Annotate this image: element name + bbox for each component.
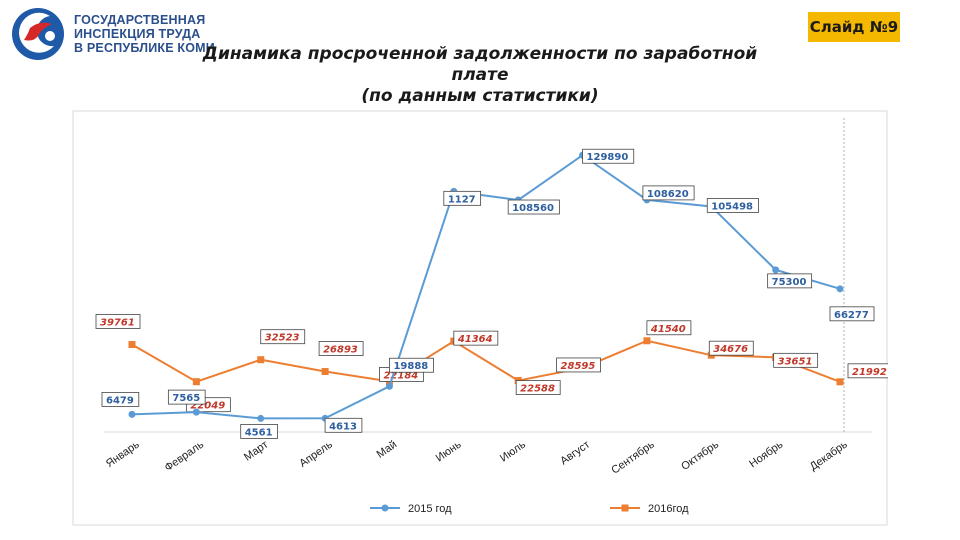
data-label: 41540 xyxy=(650,324,686,335)
page-title: Динамика просроченной задолженности по з… xyxy=(100,44,860,107)
data-label-box xyxy=(507,199,560,215)
data-label-box xyxy=(95,314,141,329)
point-2015 xyxy=(257,414,265,422)
data-label-box xyxy=(582,148,635,164)
point-2016 xyxy=(643,337,651,345)
data-label: 66277 xyxy=(834,310,869,321)
data-label-box xyxy=(260,329,306,345)
data-label: 21992 xyxy=(852,367,887,378)
data-label-box xyxy=(324,417,363,433)
data-label-box xyxy=(829,306,875,322)
title-line-1: Динамика просроченной задолженности по з… xyxy=(202,44,758,64)
point-2016 xyxy=(192,378,200,386)
legend-label-2015: 2015 год xyxy=(408,503,452,515)
point-2015 xyxy=(192,408,200,416)
data-label-box xyxy=(167,389,206,405)
data-label: 108560 xyxy=(512,203,554,214)
series-line-2015 xyxy=(131,154,841,420)
data-label-box xyxy=(773,352,819,368)
point-2016 xyxy=(128,341,136,349)
data-label: 34676 xyxy=(713,344,748,355)
data-label-box xyxy=(847,363,888,379)
title-line-2: плате xyxy=(451,65,509,85)
data-label-box xyxy=(556,357,601,373)
data-label: 39761 xyxy=(100,318,135,329)
data-label-box xyxy=(642,185,695,201)
data-label-box xyxy=(646,320,692,336)
point-2015 xyxy=(836,285,844,293)
data-label: 108620 xyxy=(647,189,689,200)
logo-line-1: ГОСУДАРСТВЕННАЯ xyxy=(74,13,206,27)
data-label: 75300 xyxy=(772,277,807,288)
data-label-box xyxy=(706,198,759,213)
data-label: 32523 xyxy=(265,333,300,344)
data-label-box xyxy=(389,357,434,373)
data-label-box xyxy=(318,341,364,356)
data-label: 33651 xyxy=(778,356,813,367)
inspection-logo-icon xyxy=(12,8,64,60)
data-label: 28595 xyxy=(561,361,596,372)
data-label: 26893 xyxy=(323,345,358,356)
point-2016 xyxy=(321,368,329,376)
data-label-box xyxy=(240,424,278,439)
data-label-box xyxy=(515,380,561,395)
point-2016 xyxy=(257,356,265,364)
data-label: 4613 xyxy=(329,421,357,432)
data-label: 4561 xyxy=(245,427,273,438)
data-label: 7565 xyxy=(172,393,200,404)
logo-text: ГОСУДАРСТВЕННАЯ ИНСПЕКЦИЯ ТРУДА В РЕСПУБ… xyxy=(74,13,215,55)
point-2015 xyxy=(385,382,393,390)
logo: ГОСУДАРСТВЕННАЯ ИНСПЕКЦИЯ ТРУДА В РЕСПУБ… xyxy=(10,6,215,62)
legend-label-2016: 2016год xyxy=(648,503,689,515)
data-label: 105498 xyxy=(711,201,753,212)
data-label: 6479 xyxy=(106,395,134,406)
data-label: 1127 xyxy=(448,194,476,205)
legend-marker-2015 xyxy=(381,504,389,512)
chart-frame xyxy=(72,110,888,526)
data-label: 19888 xyxy=(393,361,428,372)
logo-line-3: В РЕСПУБЛИКЕ КОМИ xyxy=(74,41,215,55)
data-label: 41364 xyxy=(457,334,493,345)
legend-marker-2016 xyxy=(621,504,629,512)
data-label-box xyxy=(101,391,140,407)
point-2015 xyxy=(128,410,136,418)
line-chart: Январь Февраль Март Апрель Май Июнь Июль Август… xyxy=(72,110,888,526)
data-label-box xyxy=(443,190,482,206)
data-label: 22049 xyxy=(190,401,225,412)
data-label-box xyxy=(767,273,813,289)
logo-line-2: ИНСПЕКЦИЯ ТРУДА xyxy=(74,27,201,41)
data-label-box xyxy=(453,330,499,346)
data-label: 22588 xyxy=(520,384,555,395)
data-label: 22184 xyxy=(383,370,418,381)
data-label-box xyxy=(708,340,754,356)
slide-number-badge: Слайд №9 xyxy=(808,12,900,42)
chart-container: Январь Февраль Март Апрель Май Июнь Июль Август… xyxy=(72,110,888,526)
point-2015 xyxy=(772,266,780,274)
point-2016 xyxy=(836,378,844,386)
title-line-3: (по данным статистики) xyxy=(361,86,599,106)
data-label: 129890 xyxy=(587,152,629,163)
